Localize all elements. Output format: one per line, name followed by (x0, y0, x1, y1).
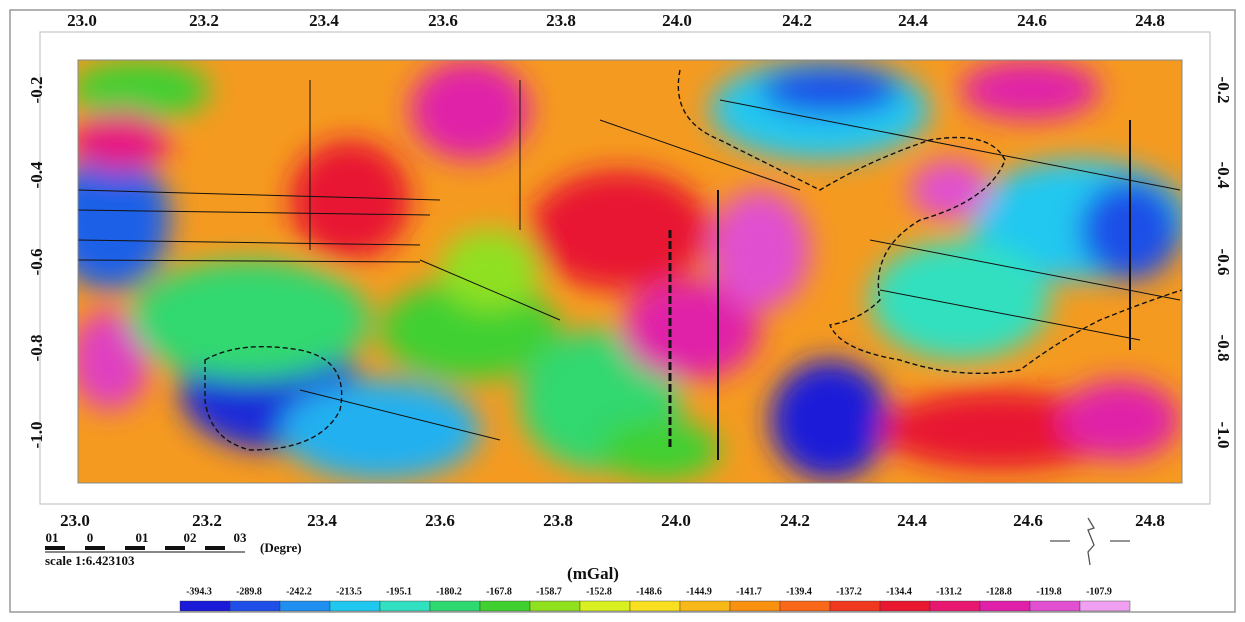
colorbar-label: -119.8 (1036, 586, 1061, 597)
scale-unit: (Degre) (260, 540, 302, 555)
anomaly-map (50, 60, 1190, 483)
y-tick-label-left: -0.2 (27, 77, 46, 104)
colorbar-label: -144.9 (686, 586, 712, 597)
colorbar-cell (230, 601, 280, 611)
colorbar-label: -137.2 (836, 586, 862, 597)
map-figure: 23.0 23.2 23.4 23.6 23.8 24.0 24.2 24.4 24.6 24.8… (0, 0, 1245, 622)
x-tick-label-bottom: 24.0 (661, 511, 691, 530)
colorbar-cell (280, 601, 330, 611)
colorbar-cell (330, 601, 380, 611)
scale-label: 01 (46, 530, 59, 545)
x-tick-label-bottom: 24.8 (1135, 511, 1165, 530)
colorbar-label: -141.7 (736, 586, 762, 597)
colorbar-label: -180.2 (436, 586, 462, 597)
colorbar-cell (980, 601, 1030, 611)
x-tick-label-top: 24.0 (662, 11, 692, 30)
y-tick-label-left: -0.8 (27, 335, 46, 362)
colorbar-cell (380, 601, 430, 611)
scale-label: 03 (234, 530, 248, 545)
colorbar-label: -289.8 (236, 586, 262, 597)
colorbar-label: -131.2 (936, 586, 962, 597)
colorbar-cell (530, 601, 580, 611)
colorbar-cell (780, 601, 830, 611)
colorbar-label: -152.8 (586, 586, 612, 597)
colorbar-cell (430, 601, 480, 611)
colorbar-label: -195.1 (386, 586, 412, 597)
y-tick-label-right: -0.2 (1214, 77, 1233, 104)
colorbar-cell (580, 601, 630, 611)
colorbar-cell (630, 601, 680, 611)
colorbar-label: -394.3 (186, 586, 212, 597)
y-tick-label-left: -1.0 (27, 422, 46, 449)
x-tick-label-top: 24.2 (782, 11, 812, 30)
x-tick-label-bottom: 23.6 (425, 511, 455, 530)
y-tick-label-left: -0.6 (27, 249, 46, 276)
colorbar-label: -158.7 (536, 586, 562, 597)
colorbar-cell (1080, 601, 1130, 611)
colorbar-cell (730, 601, 780, 611)
colorbar-cell (880, 601, 930, 611)
colorbar-cell (480, 601, 530, 611)
x-tick-label-top: 24.4 (898, 11, 928, 30)
x-tick-label-bottom: 23.4 (307, 511, 337, 530)
colorbar-cell (180, 601, 230, 611)
x-tick-label-top: 23.4 (309, 11, 339, 30)
x-tick-label-top: 23.8 (546, 11, 576, 30)
x-tick-label-bottom: 23.8 (543, 511, 573, 530)
colorbar-unit: (mGal) (567, 564, 619, 583)
colorbar-cell (830, 601, 880, 611)
x-tick-label-bottom: 24.2 (780, 511, 810, 530)
x-tick-label-top: 23.2 (189, 11, 219, 30)
colorbar-label: -128.8 (986, 586, 1012, 597)
colorbar-label: -242.2 (286, 586, 312, 597)
scale-label: 0 (87, 530, 94, 545)
colorbar-label: -167.8 (486, 586, 512, 597)
x-tick-label-bottom: 24.4 (897, 511, 927, 530)
scale-label: 01 (136, 530, 149, 545)
x-tick-label-bottom: 23.0 (60, 511, 90, 530)
colorbar-label: -107.9 (1086, 586, 1112, 597)
colorbar-label: -139.4 (786, 586, 812, 597)
x-tick-label-bottom: 23.2 (192, 511, 222, 530)
colorbar-label: -134.4 (886, 586, 912, 597)
x-tick-label-bottom: 24.6 (1013, 511, 1043, 530)
y-tick-label-left: -0.4 (27, 161, 46, 188)
colorbar-label: -148.6 (636, 586, 662, 597)
y-tick-label-right: -0.6 (1214, 249, 1233, 276)
y-tick-label-right: -0.4 (1214, 162, 1233, 189)
y-tick-label-right: -0.8 (1214, 335, 1233, 362)
y-tick-label-right: -1.0 (1214, 422, 1233, 449)
colorbar-cell (930, 601, 980, 611)
scale-ratio: scale 1:6.423103 (45, 553, 135, 568)
x-tick-label-top: 24.8 (1135, 11, 1165, 30)
x-tick-label-top: 24.6 (1017, 11, 1047, 30)
x-tick-label-top: 23.6 (428, 11, 458, 30)
colorbar-cell (1030, 601, 1080, 611)
colorbar-cell (680, 601, 730, 611)
colorbar-label: -213.5 (336, 586, 362, 597)
x-tick-label-top: 23.0 (67, 11, 97, 30)
scale-label: 02 (184, 530, 197, 545)
